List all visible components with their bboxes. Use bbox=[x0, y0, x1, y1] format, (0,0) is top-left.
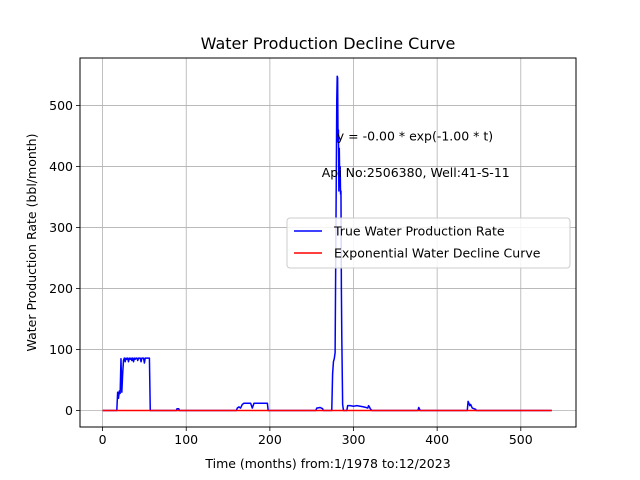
x-axis-ticks: 0 100 200 300 400 500 bbox=[99, 427, 533, 447]
legend: True Water Production Rate Exponential W… bbox=[286, 217, 571, 269]
y-tick-label: 200 bbox=[49, 281, 73, 296]
y-tick-label: 300 bbox=[49, 220, 73, 235]
well-id-annotation: Api No:2506380, Well:41-S-11 bbox=[322, 165, 510, 180]
fit-equation-annotation: y = -0.00 * exp(-1.00 * t) bbox=[337, 129, 493, 144]
y-tick-label: 0 bbox=[65, 403, 73, 418]
x-tick-label: 0 bbox=[99, 432, 107, 447]
plot-frame bbox=[79, 57, 577, 428]
y-axis-ticks: 0 100 200 300 400 500 bbox=[49, 98, 80, 418]
y-axis-label: Water Production Rate (bbl/month) bbox=[24, 134, 39, 352]
x-tick-label: 300 bbox=[342, 432, 366, 447]
x-tick-label: 400 bbox=[425, 432, 449, 447]
y-tick-label: 500 bbox=[49, 98, 73, 113]
legend-label-exp-curve: Exponential Water Decline Curve bbox=[334, 246, 541, 261]
x-tick-label: 500 bbox=[509, 432, 533, 447]
series-layer bbox=[102, 75, 552, 412]
legend-box bbox=[286, 217, 571, 269]
y-tick-label: 100 bbox=[49, 342, 73, 357]
chart-title: Water Production Decline Curve bbox=[201, 34, 456, 53]
series-true-water-rate-line bbox=[102, 75, 552, 412]
x-tick-label: 100 bbox=[174, 432, 198, 447]
legend-label-true-rate: True Water Production Rate bbox=[333, 224, 505, 239]
x-tick-label: 200 bbox=[258, 432, 282, 447]
x-axis-label: Time (months) from:1/1978 to:12/2023 bbox=[204, 456, 450, 471]
y-tick-label: 400 bbox=[49, 159, 73, 174]
